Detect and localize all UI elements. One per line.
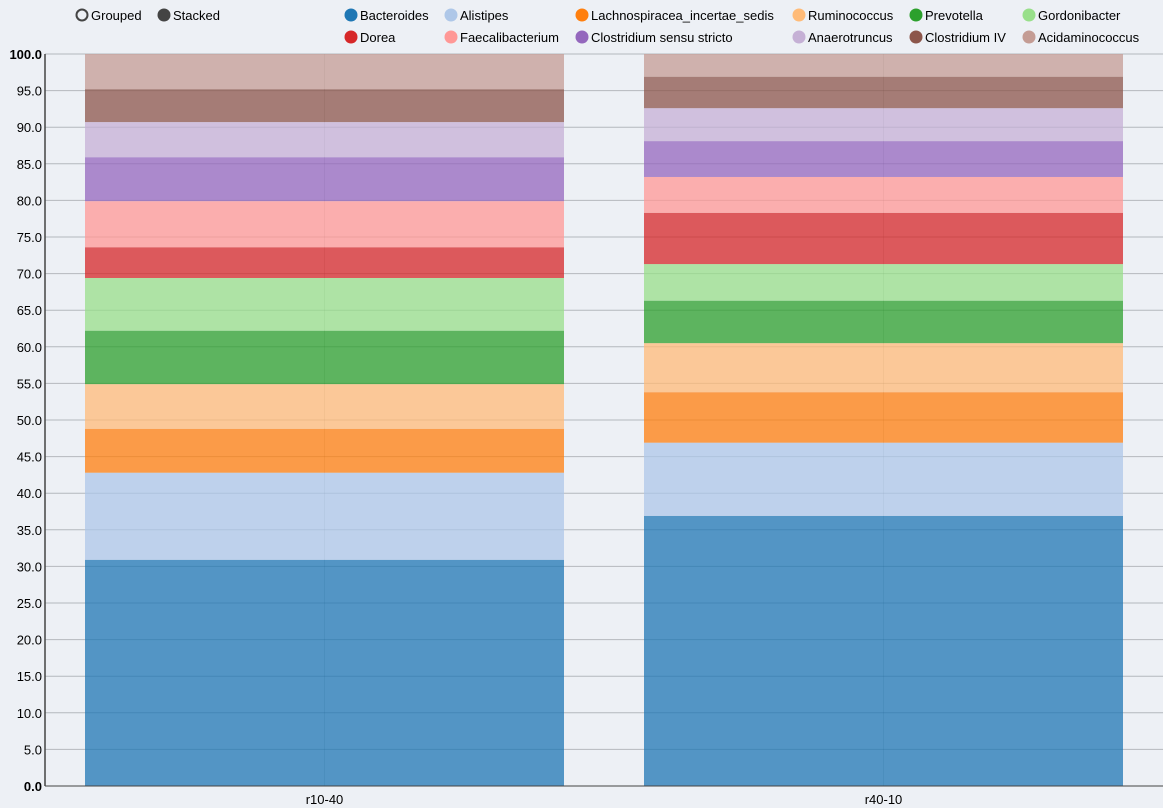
x-tick-label: r10-40 — [306, 792, 344, 807]
legend: Bacteroides Alistipes Lachnospiracea_incer… — [344, 8, 1140, 45]
y-tick-label: 15.0 — [17, 669, 42, 684]
legend-item[interactable]: Faecalibacterium — [444, 30, 560, 45]
legend-swatch-icon — [792, 8, 806, 22]
legend-swatch-icon — [344, 8, 358, 22]
bar-segment — [85, 277, 564, 331]
bar-segment — [85, 89, 564, 123]
y-tick-label: 30.0 — [17, 559, 42, 574]
legend-swatch-icon — [444, 8, 458, 22]
y-tick-label: 10.0 — [17, 706, 42, 721]
legend-label: Clostridium sensu stricto — [591, 30, 733, 45]
legend-item[interactable]: Clostridium IV — [909, 30, 1007, 45]
y-tick-label: 35.0 — [17, 523, 42, 538]
bar-segment — [85, 247, 564, 278]
bar-segment — [85, 201, 564, 248]
legend-swatch-icon — [1022, 30, 1036, 44]
y-tick-label: 5.0 — [24, 742, 42, 757]
legend-label: Ruminococcus — [808, 8, 894, 23]
legend-item[interactable]: Lachnospiracea_incertae_sedis — [575, 8, 775, 23]
bar-segment — [85, 472, 564, 560]
y-tick-label: 75.0 — [17, 230, 42, 245]
bar-segment — [85, 122, 564, 158]
legend-swatch-icon — [909, 30, 923, 44]
y-tick-label: 25.0 — [17, 596, 42, 611]
legend-item[interactable]: Gordonibacter — [1022, 8, 1122, 23]
legend-swatch-icon — [575, 8, 589, 22]
bar-segment — [644, 442, 1123, 516]
stacked-radio-icon[interactable] — [157, 8, 171, 22]
y-tick-label: 0.0 — [24, 779, 42, 794]
y-tick-label: 50.0 — [17, 413, 42, 428]
y-tick-label: 65.0 — [17, 303, 42, 318]
legend-label: Faecalibacterium — [460, 30, 559, 45]
y-tick-label: 40.0 — [17, 486, 42, 501]
bar-segment — [85, 330, 564, 385]
x-axis: r10-40 r40-10 — [45, 785, 1163, 807]
legend-label: Clostridium IV — [925, 30, 1006, 45]
grouped-label[interactable]: Grouped — [91, 8, 142, 23]
legend-swatch-icon — [792, 30, 806, 44]
legend-item[interactable]: Anaerotruncus — [792, 30, 894, 45]
legend-label: Anaerotruncus — [808, 30, 893, 45]
bar-segment — [644, 54, 1123, 77]
bar-segment — [644, 76, 1123, 109]
bar-segment — [644, 108, 1123, 142]
legend-item[interactable]: Acidaminococcus — [1022, 30, 1140, 45]
legend-item[interactable]: Bacteroides — [344, 8, 430, 23]
y-tick-label: 55.0 — [17, 376, 42, 391]
bar-segment — [644, 343, 1123, 393]
legend-item[interactable]: Ruminococcus — [792, 8, 894, 23]
legend-label: Dorea — [360, 30, 396, 45]
legend-item[interactable]: Dorea — [344, 30, 397, 45]
legend-label: Lachnospiracea_incertae_sedis — [591, 8, 774, 23]
bar-segment — [85, 428, 564, 473]
legend-swatch-icon — [1022, 8, 1036, 22]
bar-segment — [644, 515, 1123, 786]
grouped-toggle[interactable]: Grouped — [75, 8, 142, 23]
y-tick-label: 95.0 — [17, 84, 42, 99]
y-axis: 0.0 5.0 10.0 15.0 20.0 25.0 30.0 35.0 40.0 45.0 50… — [9, 47, 46, 794]
bar-segment — [644, 212, 1123, 265]
chart-controls: Grouped Stacked — [75, 8, 220, 23]
legend-swatch-icon — [909, 8, 923, 22]
legend-label: Prevotella — [925, 8, 984, 23]
stacked-label[interactable]: Stacked — [173, 8, 220, 23]
bar-segment — [644, 176, 1123, 213]
y-tick-label: 45.0 — [17, 450, 42, 465]
legend-item[interactable]: Prevotella — [909, 8, 984, 23]
legend-item[interactable]: Clostridium sensu stricto — [575, 30, 733, 45]
y-tick-label: 85.0 — [17, 157, 42, 172]
legend-label: Alistipes — [460, 8, 509, 23]
y-tick-label: 80.0 — [17, 193, 42, 208]
bar-segment — [644, 300, 1123, 344]
y-tick-label: 90.0 — [17, 120, 42, 135]
y-tick-label: 100.0 — [9, 47, 42, 62]
legend-swatch-icon — [444, 30, 458, 44]
legend-swatch-icon — [344, 30, 358, 44]
x-tick-label: r40-10 — [865, 792, 903, 807]
bar-segment — [644, 264, 1123, 301]
bars — [85, 54, 1123, 786]
y-tick-label: 60.0 — [17, 340, 42, 355]
stacked-toggle[interactable]: Stacked — [157, 8, 220, 23]
bar-segment — [85, 157, 564, 202]
bar-segment — [85, 559, 564, 786]
legend-label: Acidaminococcus — [1038, 30, 1140, 45]
bar-segment — [85, 384, 564, 429]
bar-segment — [85, 54, 564, 90]
legend-label: Gordonibacter — [1038, 8, 1121, 23]
bar-segment — [644, 141, 1123, 177]
grouped-radio-icon[interactable] — [75, 8, 89, 22]
legend-swatch-icon — [575, 30, 589, 44]
bar-segment — [644, 392, 1123, 443]
legend-label: Bacteroides — [360, 8, 429, 23]
y-tick-label: 20.0 — [17, 633, 42, 648]
y-tick-label: 70.0 — [17, 267, 42, 282]
legend-item[interactable]: Alistipes — [444, 8, 509, 23]
